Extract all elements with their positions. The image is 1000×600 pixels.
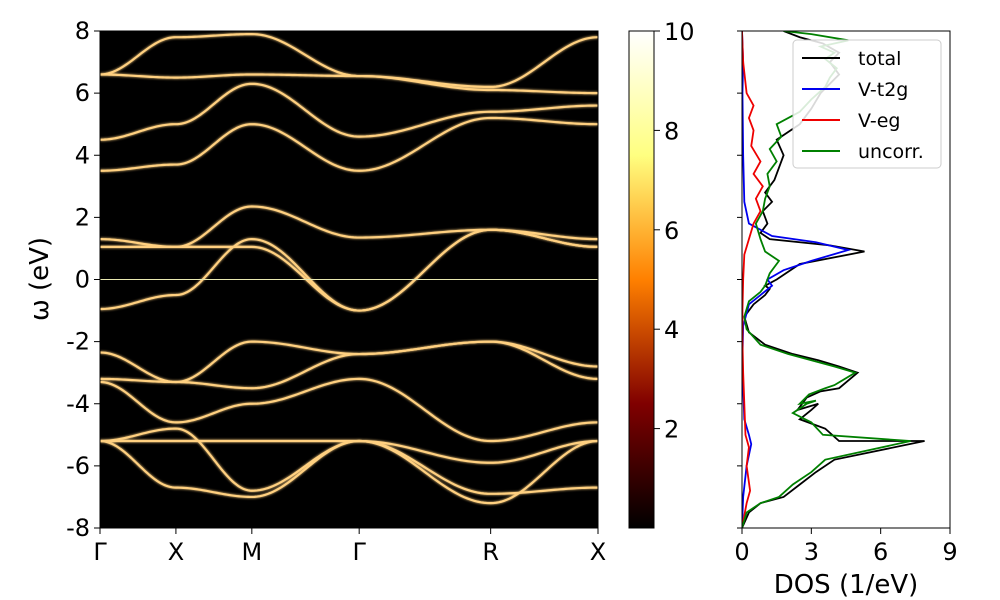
spectral-panel: -8 -6 -4 -2 0 2 4 6 8 Γ X M Γ R X ω (eV) <box>25 17 606 566</box>
dos-x-tick-label: 9 <box>942 538 957 566</box>
band-9 <box>100 377 598 443</box>
colorbar: 2 4 6 8 10 <box>628 18 695 529</box>
spectral-y-ticks: -8 -6 -4 -2 0 2 4 6 8 <box>66 17 100 542</box>
band-lines <box>100 33 598 505</box>
y-tick-label: 8 <box>75 17 90 45</box>
colorbar-tick-label: 6 <box>664 217 679 245</box>
colorbar-tick-label: 2 <box>664 416 679 444</box>
legend-entry: uncorr. <box>858 141 924 163</box>
band-2 <box>100 205 598 248</box>
dos-x-ticks: 0 3 6 9 <box>734 528 958 566</box>
colorbar-tick-label: 4 <box>664 316 679 344</box>
band-8 <box>100 340 598 390</box>
band-4 <box>100 82 598 141</box>
legend-entry: V-t2g <box>858 79 908 101</box>
k-tick-label: R <box>482 538 499 566</box>
band-6 <box>100 33 598 89</box>
y-tick-label: -2 <box>66 328 90 356</box>
y-tick-label: 2 <box>75 203 90 231</box>
colorbar-tick-label: 10 <box>664 18 695 46</box>
spectral-y-axis-label: ω (eV) <box>25 237 55 321</box>
colorbar-tick-label: 8 <box>664 117 679 145</box>
y-tick-label: 6 <box>75 79 90 107</box>
band-12 <box>100 439 598 505</box>
legend-entry: total <box>858 48 901 70</box>
k-tick-label: Γ <box>352 538 366 566</box>
dos-x-tick-label: 0 <box>734 538 749 566</box>
dos-x-axis-label: DOS (1/eV) <box>774 570 919 600</box>
k-tick-label: X <box>168 538 184 566</box>
legend-box <box>792 39 942 169</box>
dos-x-tick-label: 3 <box>804 538 819 566</box>
band-5 <box>100 73 598 95</box>
dos-series-veg <box>742 31 764 528</box>
spectral-frame <box>99 30 599 529</box>
band-11 <box>100 439 598 499</box>
k-tick-label: M <box>241 538 262 566</box>
legend-entry: V-eg <box>858 110 901 132</box>
dos-panel: 0 3 6 9 DOS (1/eV) total V-t2g V-eg uncorr. <box>734 30 958 600</box>
dos-x-tick-label: 6 <box>873 538 888 566</box>
y-tick-label: -6 <box>66 452 90 480</box>
y-tick-label: 0 <box>75 266 90 294</box>
y-tick-label: 4 <box>75 141 90 169</box>
band-3 <box>100 116 598 172</box>
dos-series-vt2g <box>742 31 852 528</box>
y-tick-label: -8 <box>66 514 90 542</box>
dos-frame <box>741 30 951 529</box>
k-tick-label: X <box>590 538 606 566</box>
dos-legend: total V-t2g V-eg uncorr. <box>792 39 942 169</box>
dos-y-ticks <box>737 30 742 529</box>
band-10 <box>100 427 598 492</box>
y-tick-label: -4 <box>66 390 90 418</box>
colorbar-gradient <box>628 30 655 529</box>
k-tick-label: Γ <box>93 538 107 566</box>
colorbar-ticks: 2 4 6 8 10 <box>654 18 695 444</box>
